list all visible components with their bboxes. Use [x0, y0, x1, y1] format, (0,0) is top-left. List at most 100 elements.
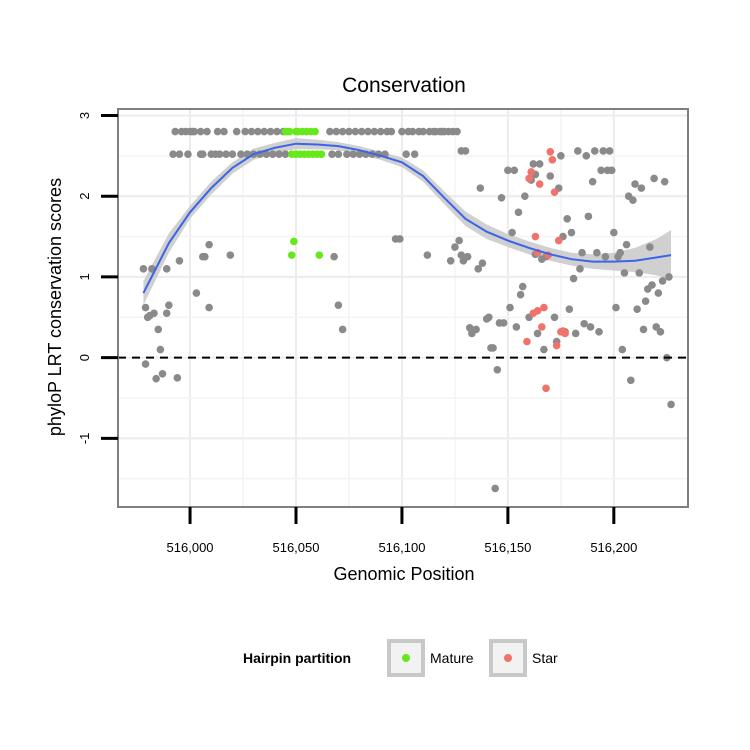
data-point-other	[601, 252, 610, 261]
data-point-other	[639, 325, 648, 334]
points-layer	[139, 127, 675, 493]
data-point-other	[635, 269, 644, 277]
data-point-star	[523, 337, 531, 346]
data-point-star	[554, 236, 563, 245]
data-point-star	[527, 168, 535, 176]
data-point-other	[376, 127, 385, 136]
data-point-other	[599, 147, 608, 155]
data-point-other	[241, 127, 249, 136]
data-point-other	[485, 313, 493, 322]
data-point-other	[192, 289, 201, 297]
data-point-other	[574, 147, 582, 155]
data-point-other	[328, 150, 336, 159]
data-point-other	[355, 150, 364, 159]
data-point-other	[139, 265, 148, 273]
data-point-other	[275, 150, 283, 159]
data-point-other	[402, 150, 410, 159]
data-point-other	[396, 235, 404, 243]
data-point-other	[184, 150, 192, 159]
y-tick-label: 2	[77, 193, 92, 200]
data-point-other	[472, 325, 480, 334]
data-point-other	[506, 303, 514, 312]
data-point-other	[618, 345, 627, 354]
legend-label-mature: Mature	[430, 650, 474, 666]
data-point-other	[215, 150, 224, 159]
data-point-other	[508, 228, 516, 237]
data-point-star	[537, 323, 546, 331]
data-point-other	[660, 177, 669, 186]
data-point-other	[510, 166, 519, 175]
data-point-other	[446, 256, 455, 265]
data-point-other	[171, 127, 180, 136]
data-point-other	[616, 248, 624, 257]
data-point-other	[626, 376, 635, 385]
y-axis: -1 0 1 2 3	[77, 112, 118, 444]
data-point-mature	[290, 237, 298, 246]
data-point-other	[584, 212, 593, 221]
data-point-star	[548, 156, 557, 164]
data-point-star	[552, 341, 561, 350]
data-point-mature	[317, 150, 326, 159]
data-point-other	[220, 127, 228, 136]
legend-dot-mature	[402, 654, 410, 662]
data-point-other	[205, 240, 213, 249]
data-point-other	[453, 127, 461, 136]
data-point-star	[561, 329, 569, 338]
data-point-other	[620, 269, 629, 277]
data-point-other	[334, 301, 343, 309]
data-point-star	[550, 188, 559, 196]
data-point-other	[612, 303, 620, 312]
data-point-other	[521, 192, 529, 200]
data-point-other	[205, 303, 213, 312]
data-point-other	[268, 150, 277, 159]
legend: Hairpin partition Mature Star	[243, 639, 558, 677]
data-point-other	[514, 208, 523, 217]
data-point-other	[540, 345, 548, 354]
data-point-other	[590, 147, 599, 155]
data-point-other	[518, 282, 527, 291]
data-point-other	[491, 484, 499, 493]
data-point-other	[567, 228, 576, 237]
data-point-other	[152, 374, 160, 383]
smooth-trend-line	[142, 142, 672, 294]
data-point-other	[222, 150, 230, 159]
data-point-other	[595, 328, 603, 336]
data-point-other	[563, 214, 572, 223]
data-point-other	[351, 127, 360, 136]
data-point-other	[326, 127, 334, 136]
data-point-other	[493, 365, 502, 374]
legend-item-star: Star	[489, 639, 558, 677]
data-point-other	[338, 325, 347, 334]
data-point-other	[588, 177, 597, 186]
data-point-other	[637, 184, 646, 192]
legend-dot-star	[504, 654, 512, 662]
data-point-star	[540, 303, 548, 312]
data-point-other	[343, 150, 351, 159]
data-point-other	[489, 344, 497, 352]
data-point-star	[531, 232, 540, 241]
data-point-other	[175, 256, 184, 265]
data-point-other	[410, 150, 419, 159]
data-point-other	[154, 325, 163, 334]
data-point-other	[535, 160, 544, 168]
chart-title: Conservation	[342, 74, 466, 97]
data-point-other	[665, 273, 673, 281]
y-tick-label: 3	[77, 112, 92, 119]
data-point-mature	[315, 251, 324, 259]
data-point-other	[557, 152, 565, 160]
data-point-other	[165, 301, 173, 309]
data-point-other	[648, 281, 656, 289]
data-point-other	[262, 150, 271, 159]
data-point-other	[419, 127, 427, 136]
data-point-other	[578, 248, 586, 257]
data-point-other	[198, 150, 207, 159]
data-point-other	[641, 297, 650, 305]
data-point-other	[582, 152, 591, 160]
smooth-line-layer	[142, 142, 672, 294]
data-point-other	[162, 309, 171, 318]
y-axis-label: phyloP LRT conservation scores	[45, 178, 65, 436]
data-point-star	[535, 180, 544, 188]
data-point-other	[141, 303, 150, 312]
data-point-other	[330, 252, 338, 261]
